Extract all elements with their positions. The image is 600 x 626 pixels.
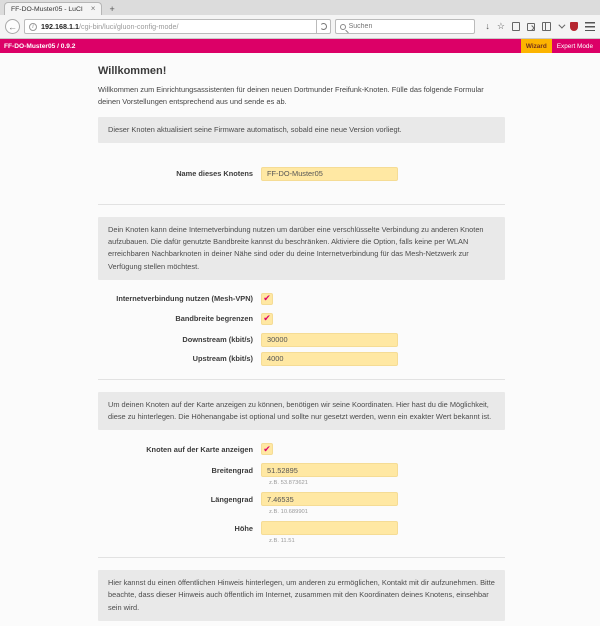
show-on-map-label: Knoten auf der Karte anzeigen — [146, 444, 253, 454]
search-input[interactable] — [348, 23, 471, 30]
chevron-down-icon[interactable] — [558, 21, 566, 29]
firmware-note: Dieser Knoten aktualisiert seine Firmwar… — [98, 116, 505, 143]
longitude-row: Längengrad — [98, 492, 505, 507]
section-divider — [98, 557, 505, 559]
new-tab-button[interactable]: + — [109, 3, 115, 14]
url-host: 192.168.1.1 — [41, 22, 79, 31]
downstream-label: Downstream (kbit/s) — [182, 335, 253, 345]
downloads-icon[interactable]: ↓ — [485, 21, 490, 31]
latitude-input[interactable] — [261, 463, 398, 478]
browser-tab[interactable]: FF-DO-Muster05 - LuCI × — [4, 2, 103, 15]
node-name-row: Name dieses Knotens — [98, 166, 505, 181]
tab-close-icon[interactable]: × — [90, 4, 96, 13]
reload-button[interactable] — [317, 19, 331, 34]
site-title: FF-DO-Muster05 / 0.9.2 — [4, 42, 76, 50]
altitude-hint: z.B. 11.51 — [269, 538, 295, 545]
mesh-vpn-row: Internetverbindung nutzen (Mesh-VPN) ✔ — [98, 292, 505, 305]
limit-bandwidth-label: Bandbreite begrenzen — [175, 314, 253, 324]
latitude-hint: z.B. 53.873621 — [269, 480, 308, 487]
check-icon: ✔ — [263, 443, 271, 454]
contact-note: Hier kannst du einen öffentlichen Hinwei… — [98, 570, 505, 621]
toolbar-icons: ↓ ☆ — [485, 22, 595, 31]
latitude-row: Breitengrad — [98, 463, 505, 478]
url-path: /cgi-bin/luci/gluon-config-mode/ — [78, 22, 179, 31]
location-note: Um deinen Knoten auf der Karte anzeigen … — [98, 391, 505, 431]
section-divider — [98, 378, 505, 380]
search-field[interactable] — [334, 19, 476, 34]
limit-bandwidth-row: Bandbreite begrenzen ✔ — [98, 312, 505, 325]
altitude-input[interactable] — [261, 521, 398, 536]
reload-icon — [319, 23, 327, 30]
tab-title: FF-DO-Muster05 - LuCI — [11, 5, 83, 13]
menu-hamburger-icon[interactable] — [585, 22, 595, 31]
upstream-row: Upstream (kbit/s) — [98, 351, 505, 366]
browser-toolbar: ← i 192.168.1.1/cgi-bin/luci/gluon-confi… — [0, 15, 600, 39]
back-icon: ← — [8, 21, 17, 32]
addon-shield-icon[interactable] — [570, 22, 578, 31]
latitude-label: Breitengrad — [211, 465, 253, 475]
browser-tab-bar: FF-DO-Muster05 - LuCI × + — [0, 0, 600, 15]
url-bar[interactable]: i 192.168.1.1/cgi-bin/luci/gluon-config-… — [24, 19, 317, 34]
upstream-label: Upstream (kbit/s) — [192, 354, 253, 364]
show-on-map-row: Knoten auf der Karte anzeigen ✔ — [98, 443, 505, 456]
node-name-label: Name dieses Knotens — [176, 169, 253, 179]
section-divider — [98, 203, 505, 205]
site-header: FF-DO-Muster05 / 0.9.2 Wizard Expert Mod… — [0, 39, 600, 53]
longitude-hint: z.B. 10.689901 — [269, 509, 308, 516]
downstream-input[interactable] — [261, 332, 398, 347]
back-button[interactable]: ← — [5, 19, 20, 34]
search-icon — [339, 23, 346, 30]
vpn-note: Dein Knoten kann deine Internetverbindun… — [98, 216, 505, 280]
upstream-input[interactable] — [261, 351, 398, 366]
mesh-vpn-label: Internetverbindung nutzen (Mesh-VPN) — [116, 294, 253, 304]
sidebar-icon[interactable] — [542, 22, 551, 31]
site-info-icon[interactable]: i — [29, 22, 37, 31]
bookmark-star-icon[interactable]: ☆ — [496, 21, 505, 31]
page-title: Willkommen! — [98, 65, 167, 77]
wizard-page: Willkommen! Willkommen zum Einrichtungsa… — [0, 53, 600, 626]
downstream-row: Downstream (kbit/s) — [98, 332, 505, 347]
show-on-map-checkbox[interactable]: ✔ — [261, 443, 273, 456]
tab-expert-mode[interactable]: Expert Mode — [556, 42, 593, 50]
altitude-row: Höhe — [98, 521, 505, 536]
check-icon: ✔ — [263, 313, 271, 324]
limit-bandwidth-checkbox[interactable]: ✔ — [261, 312, 273, 325]
intro-text: Willkommen zum Einrichtungsassistenten f… — [98, 85, 484, 106]
check-icon: ✔ — [263, 293, 271, 304]
longitude-input[interactable] — [261, 492, 398, 507]
longitude-label: Längengrad — [210, 494, 253, 504]
node-name-input[interactable] — [261, 166, 398, 181]
mesh-vpn-checkbox[interactable]: ✔ — [261, 292, 273, 305]
pocket-icon[interactable] — [512, 22, 520, 31]
tab-wizard[interactable]: Wizard — [520, 39, 552, 53]
altitude-label: Höhe — [234, 523, 253, 533]
share-icon[interactable] — [527, 22, 535, 31]
